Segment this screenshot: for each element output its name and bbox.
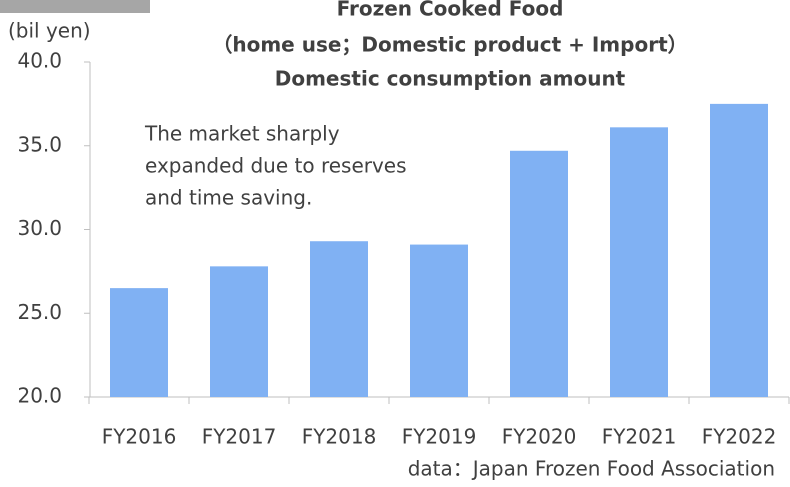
bar bbox=[710, 103, 768, 397]
x-tick-label: FY2016 bbox=[102, 425, 177, 449]
chart-title: Domestic consumption amount bbox=[275, 67, 626, 91]
source: data：Japan Frozen Food Association bbox=[408, 457, 775, 481]
y-tick-label: 30.0 bbox=[17, 216, 62, 240]
bar bbox=[210, 266, 268, 397]
x-tick-label: FY2020 bbox=[502, 425, 577, 449]
bar bbox=[110, 288, 168, 397]
bar bbox=[410, 244, 468, 397]
annotation: expanded due to reserves bbox=[145, 154, 407, 178]
y-tick-label: 20.0 bbox=[17, 384, 62, 408]
y-tick-label: 25.0 bbox=[17, 300, 62, 324]
x-tick-label: FY2021 bbox=[602, 425, 677, 449]
bar bbox=[510, 150, 568, 397]
y-axis-label: (bil yen) bbox=[8, 19, 91, 43]
x-tick-label: FY2019 bbox=[402, 425, 477, 449]
x-tick-label: FY2022 bbox=[702, 425, 777, 449]
bar bbox=[310, 241, 368, 397]
x-tick-label: FY2017 bbox=[202, 425, 277, 449]
x-tick-label: FY2018 bbox=[302, 425, 377, 449]
chart-title: Frozen Cooked Food bbox=[337, 0, 564, 21]
header-tab bbox=[0, 0, 150, 13]
chart-title: （home use；Domestic product + Import） bbox=[212, 33, 687, 57]
y-tick-label: 35.0 bbox=[17, 132, 62, 156]
y-tick-label: 40.0 bbox=[17, 49, 62, 73]
annotation: and time saving. bbox=[145, 186, 312, 210]
bar bbox=[610, 127, 668, 397]
annotation: The market sharply bbox=[144, 122, 340, 146]
